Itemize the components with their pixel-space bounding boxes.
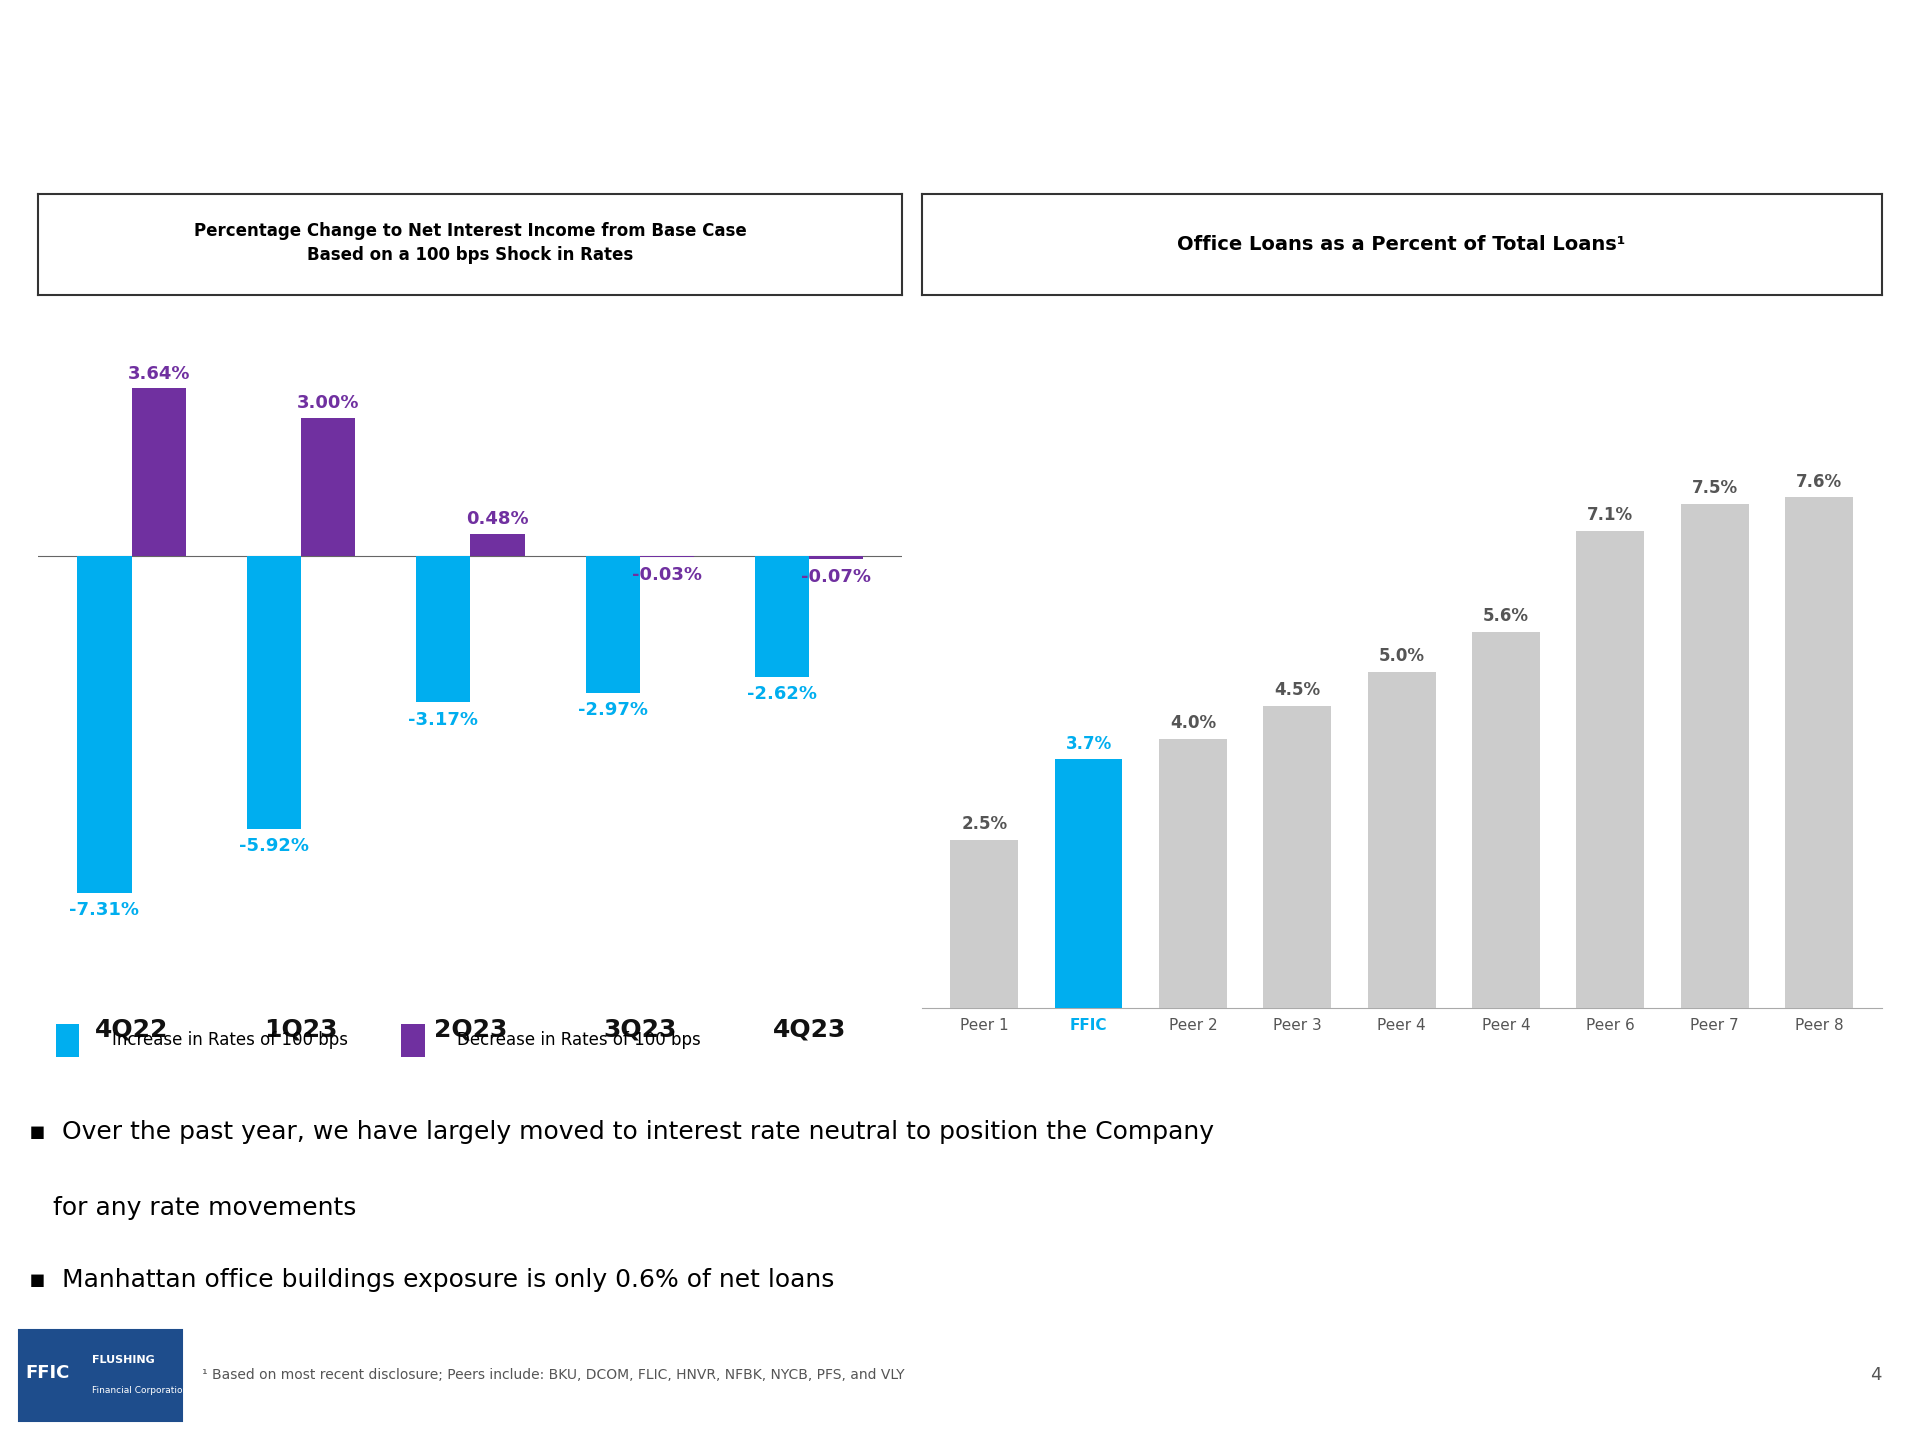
Text: -0.03%: -0.03%	[632, 566, 703, 583]
Bar	[132, 389, 186, 556]
Bar	[417, 556, 470, 703]
Bar	[1367, 672, 1436, 1008]
Bar	[1576, 531, 1644, 1008]
Bar	[1786, 497, 1853, 1008]
Text: Balance Sheet Positioning Has Changed,: Balance Sheet Positioning Has Changed,	[58, 52, 1075, 95]
Text: for any rate movements: for any rate movements	[29, 1197, 357, 1220]
Text: Financial Corporation: Financial Corporation	[92, 1387, 188, 1395]
Text: 2.5%: 2.5%	[962, 815, 1008, 834]
Text: ▪  Manhattan office buildings exposure is only 0.6% of net loans: ▪ Manhattan office buildings exposure is…	[29, 1267, 833, 1292]
Text: -0.07%: -0.07%	[801, 567, 872, 586]
Text: -2.62%: -2.62%	[747, 685, 818, 703]
Bar	[1263, 706, 1331, 1008]
Text: ▪  Over the past year, we have largely moved to interest rate neutral to positio: ▪ Over the past year, we have largely mo…	[29, 1120, 1213, 1145]
Text: 0.48%: 0.48%	[467, 510, 528, 528]
Text: Office Loans as a Percent of Total Loans¹: Office Loans as a Percent of Total Loans…	[1177, 235, 1626, 255]
Text: FFIC: FFIC	[25, 1364, 69, 1381]
Text: 4.5%: 4.5%	[1275, 681, 1321, 698]
Bar	[808, 556, 864, 559]
Text: 3.00%: 3.00%	[298, 395, 359, 412]
Bar	[1680, 504, 1749, 1008]
Bar	[248, 556, 301, 829]
Bar	[301, 418, 355, 556]
Text: -7.31%: -7.31%	[69, 901, 140, 920]
Text: 5.6%: 5.6%	[1482, 608, 1528, 625]
Bar	[401, 1024, 424, 1057]
Text: Decrease in Rates of 100 bps: Decrease in Rates of 100 bps	[457, 1031, 701, 1050]
Bar	[56, 1024, 79, 1057]
Text: -3.17%: -3.17%	[409, 710, 478, 729]
Text: 5.0%: 5.0%	[1379, 648, 1425, 665]
Text: 3.64%: 3.64%	[127, 364, 190, 383]
Text: Percentage Change to Net Interest Income from Base Case
Based on a 100 bps Shock: Percentage Change to Net Interest Income…	[194, 222, 747, 264]
Text: 4: 4	[1870, 1367, 1882, 1384]
Text: 7.1%: 7.1%	[1588, 507, 1634, 524]
Text: But Credit Quality Has Remained Strong: But Credit Quality Has Remained Strong	[58, 131, 1069, 174]
Text: 3.7%: 3.7%	[1066, 734, 1112, 753]
Bar	[77, 556, 132, 893]
Bar	[1473, 632, 1540, 1008]
Text: 4.0%: 4.0%	[1169, 714, 1215, 733]
Text: FLUSHING: FLUSHING	[92, 1355, 156, 1365]
Text: -2.97%: -2.97%	[578, 701, 647, 720]
Text: 7.5%: 7.5%	[1692, 480, 1738, 497]
Bar	[19, 1331, 182, 1420]
Bar	[1054, 759, 1123, 1008]
Text: Increase in Rates of 100 bps: Increase in Rates of 100 bps	[111, 1031, 348, 1050]
Text: ¹ Based on most recent disclosure; Peers include: BKU, DCOM, FLIC, HNVR, NFBK, N: ¹ Based on most recent disclosure; Peers…	[202, 1368, 904, 1382]
Bar	[1160, 739, 1227, 1008]
Bar	[470, 534, 524, 556]
Bar	[950, 840, 1018, 1008]
Text: 7.6%: 7.6%	[1795, 472, 1841, 491]
Bar	[755, 556, 808, 677]
Text: -5.92%: -5.92%	[238, 838, 309, 855]
Bar	[586, 556, 639, 693]
